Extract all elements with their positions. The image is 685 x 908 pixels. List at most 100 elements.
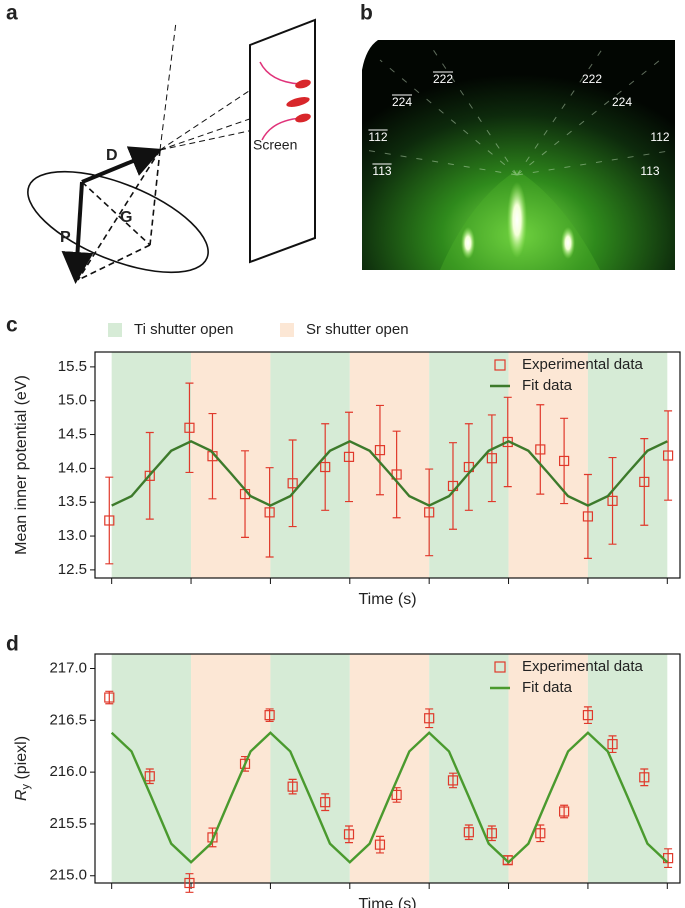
error-bar [185, 873, 194, 893]
shutter-band [349, 352, 430, 578]
error-bar [664, 848, 673, 869]
error-bar [560, 417, 569, 505]
error-bar [288, 439, 297, 528]
y-tick-label: 15.0 [58, 392, 87, 409]
fit-line [111, 439, 668, 507]
x-axis-label: Time (s) [358, 591, 416, 608]
data-point [424, 507, 435, 518]
shutter-band [349, 654, 430, 883]
legend-marker [494, 359, 506, 371]
rheed-label: 113 [640, 164, 659, 178]
data-point [486, 828, 497, 839]
data-point [320, 797, 331, 808]
panel-label: d [6, 633, 19, 656]
error-bar [321, 423, 330, 511]
data-point [662, 450, 674, 461]
legend-marker [494, 661, 506, 673]
y-tick-label: 15.5 [58, 358, 87, 375]
y-axis-label-base: R [13, 789, 30, 801]
diagram [27, 18, 316, 284]
y-tick-label: 13.0 [58, 527, 87, 544]
shutter-legend-swatch [108, 323, 122, 337]
data-point [320, 461, 331, 473]
error-bar [392, 430, 401, 519]
data-point [287, 478, 298, 489]
plot-frame [94, 351, 681, 579]
data-point [607, 495, 618, 506]
data-point [447, 775, 459, 786]
rheed-label: 113 [372, 164, 391, 178]
rheed-label: 224 [392, 95, 412, 109]
shutter-band [508, 352, 588, 578]
y-tick-label: 216.0 [49, 763, 87, 780]
legend-label: Experimental data [522, 658, 644, 675]
shutter-legend-swatch [280, 323, 294, 337]
error-bar [536, 404, 545, 495]
data-point [104, 692, 115, 703]
y-tick-label: 217.0 [49, 659, 87, 676]
shutter-band [270, 352, 350, 578]
data-point [239, 758, 251, 769]
data-point [184, 422, 195, 433]
error-bar [321, 793, 330, 812]
y-axis-label-rest: (piexl) [13, 736, 30, 784]
y-axis-label: Ry (piexl) [13, 736, 32, 801]
data-point [463, 827, 474, 838]
error-bar [425, 708, 434, 729]
diagram-label: G [120, 209, 132, 226]
error-bar [608, 735, 617, 754]
rheed-label: 112 [368, 130, 387, 144]
data-point [486, 453, 497, 464]
error-bar [375, 835, 384, 854]
data-point [287, 781, 298, 792]
legend-label: Experimental data [522, 356, 644, 373]
data-point [144, 771, 155, 782]
data-point [374, 839, 386, 850]
data-point [535, 444, 546, 455]
data-point [343, 451, 355, 462]
y-tick-label: 14.5 [58, 426, 87, 443]
data-point [582, 710, 594, 721]
error-bar [185, 382, 194, 474]
y-axis-label: Mean inner potential (eV) [13, 375, 30, 555]
fit-line [110, 731, 669, 864]
data-point [104, 515, 115, 526]
shutter-band [429, 654, 509, 883]
error-bar [105, 476, 114, 565]
panel-label: a [6, 2, 18, 25]
data-point [559, 806, 570, 817]
data-point [639, 772, 650, 783]
data-point [582, 511, 594, 522]
data-point [264, 507, 275, 518]
y-tick-label: 12.5 [58, 561, 87, 578]
data-point [264, 710, 275, 721]
shutter-band [270, 654, 350, 883]
rheed-label: 222 [582, 72, 602, 86]
shutter-band [111, 352, 192, 578]
shutter-band [191, 654, 271, 883]
data-point [559, 455, 570, 467]
data-point [607, 739, 618, 750]
y-tick-label: 216.5 [49, 711, 87, 728]
error-bar [583, 706, 592, 725]
error-bar [375, 404, 384, 496]
error-bar [640, 768, 649, 787]
rheed-label: 112 [650, 130, 669, 144]
error-bar [241, 450, 250, 539]
x-axis-label: Time (s) [358, 896, 416, 908]
data-point [535, 828, 546, 839]
data-point [374, 445, 386, 456]
diagram-label: Screen [253, 137, 297, 153]
error-bar [664, 410, 673, 501]
error-bar [345, 411, 354, 503]
y-tick-label: 13.5 [58, 493, 87, 510]
y-axis-label-sub: y [20, 783, 32, 789]
shutter-band [587, 654, 668, 883]
error-bar [583, 473, 592, 559]
rheed-image [362, 40, 676, 270]
rheed-label: 224 [612, 95, 632, 109]
diagram-label: D [106, 147, 118, 164]
panel-label: c [6, 314, 18, 337]
data-point [144, 470, 155, 481]
